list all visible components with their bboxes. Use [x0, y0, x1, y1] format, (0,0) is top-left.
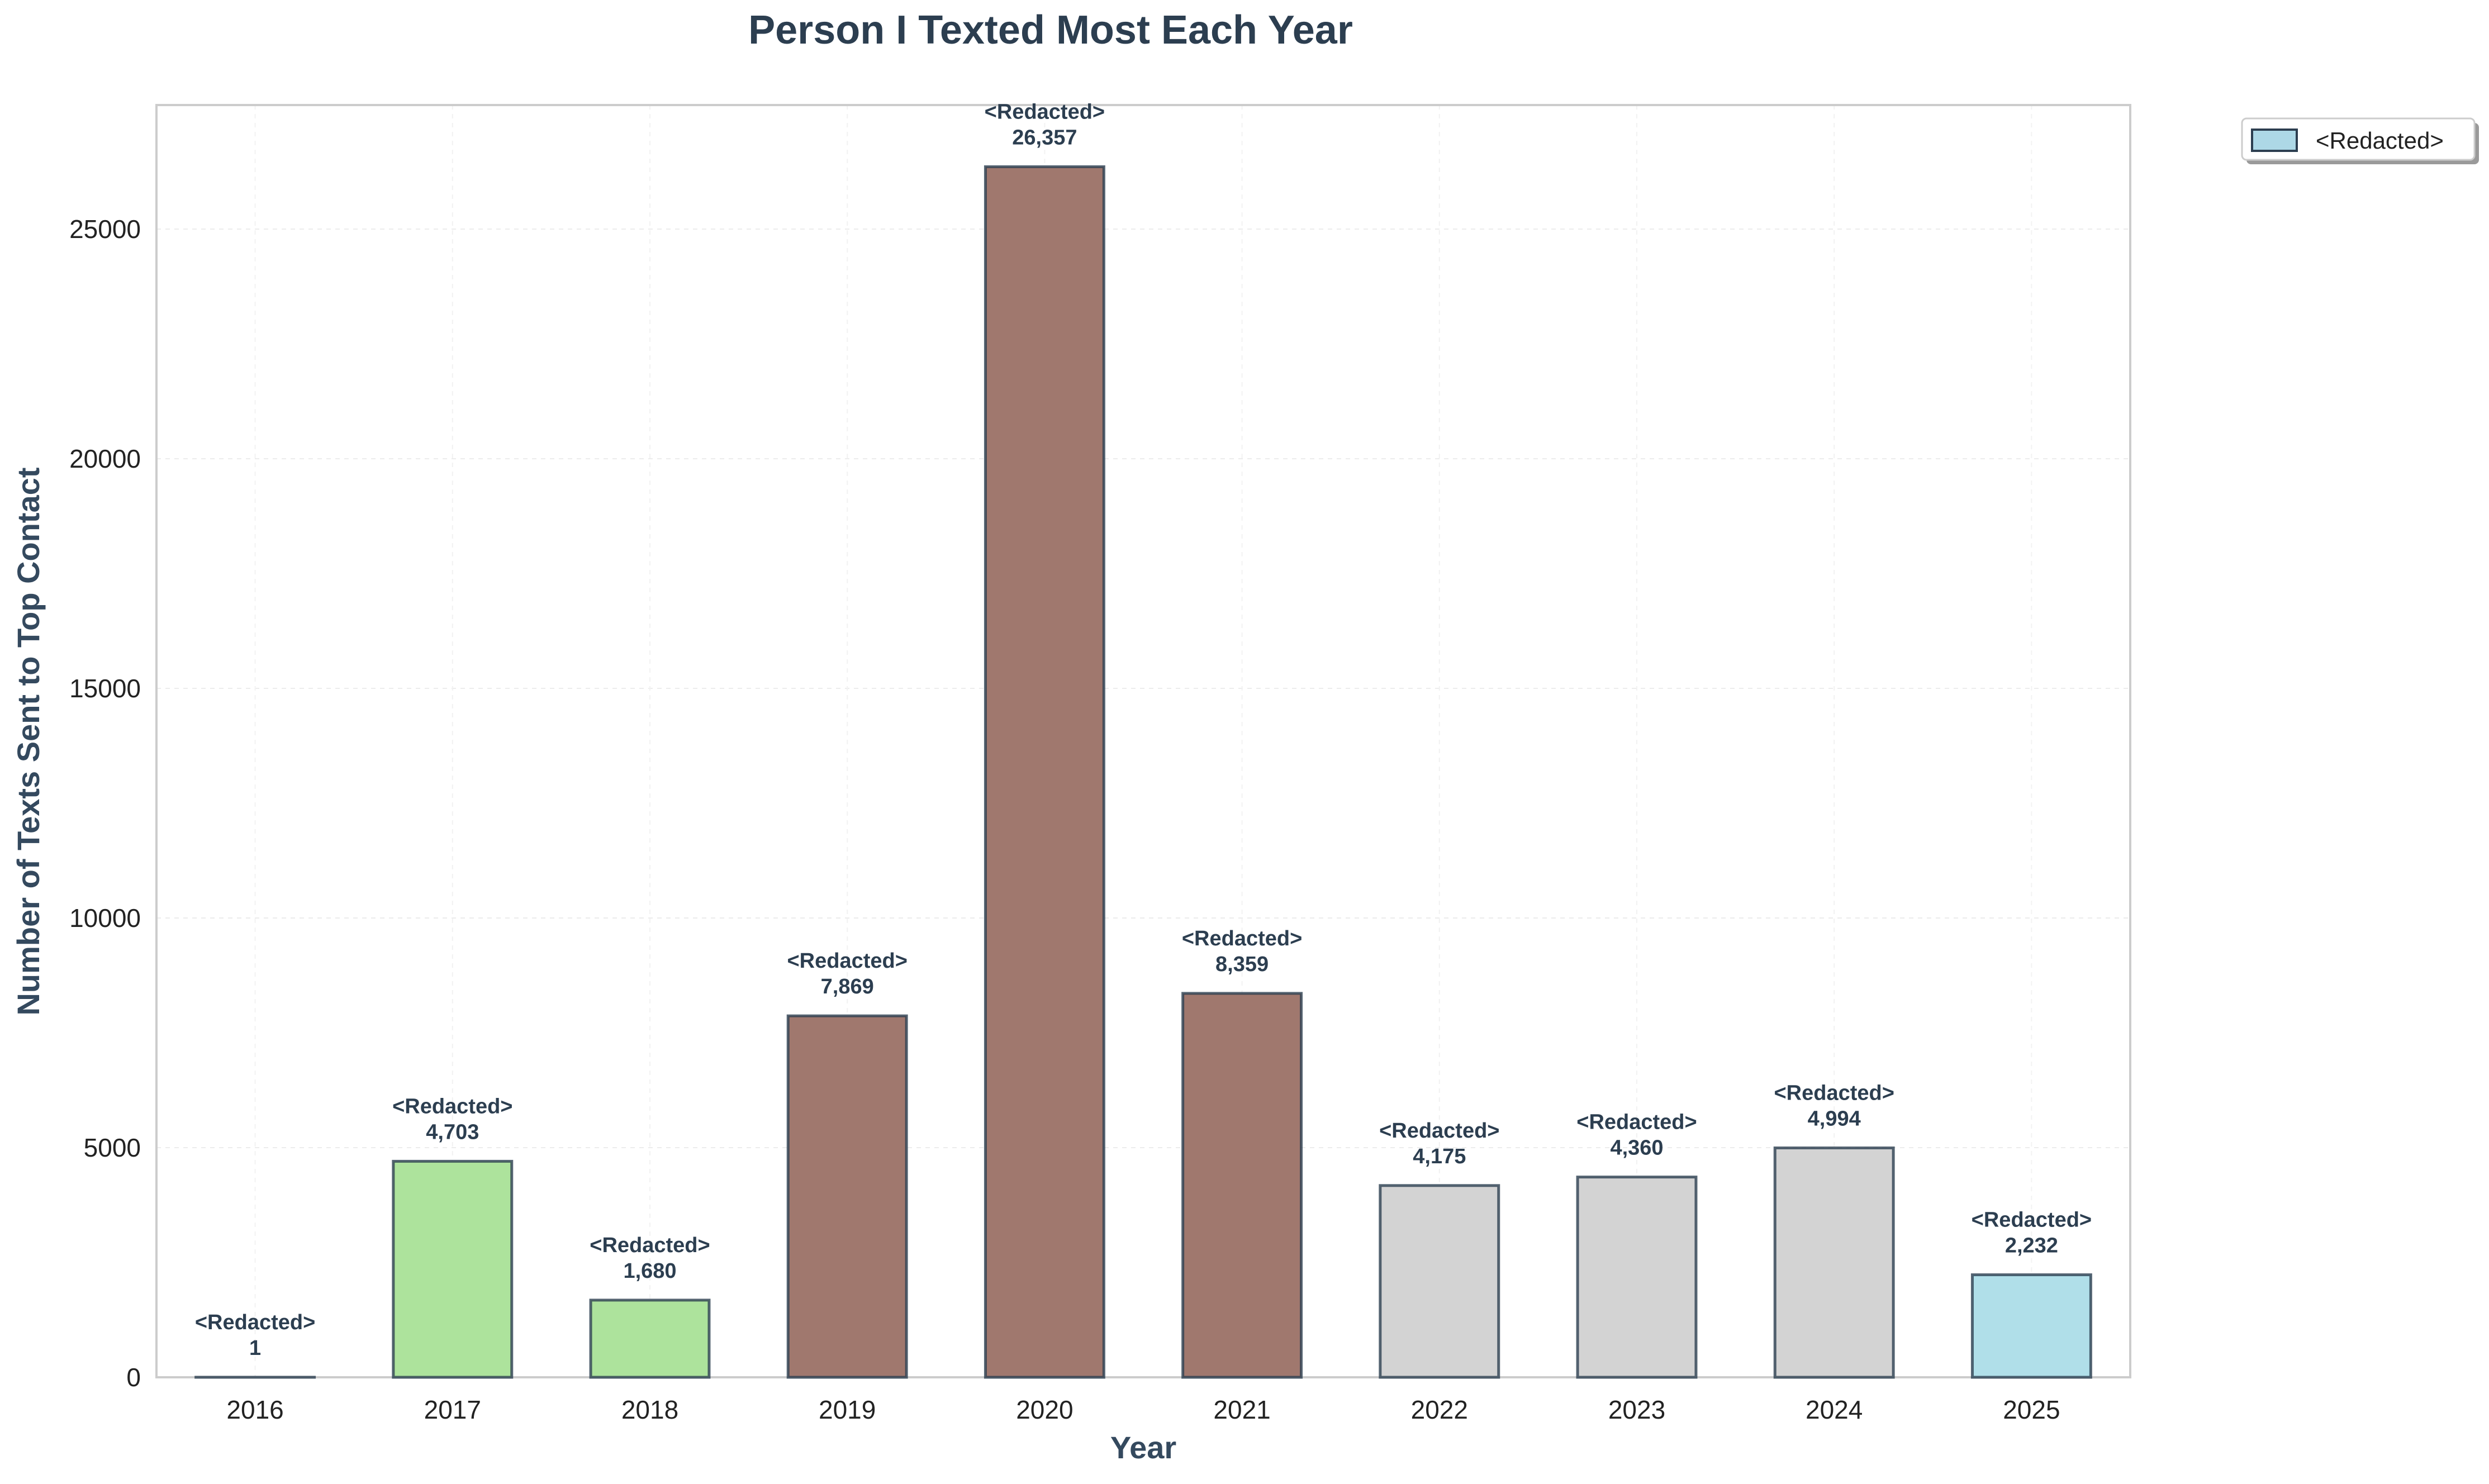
y-tick-label: 5000 [84, 1133, 141, 1162]
x-tick-label: 2020 [1016, 1395, 1073, 1424]
bar-name-label: <Redacted> [590, 1234, 710, 1257]
bar-2023 [1578, 1177, 1696, 1377]
bar-name-label: <Redacted> [195, 1311, 315, 1334]
y-tick-label: 15000 [69, 674, 141, 703]
y-tick-label: 20000 [69, 444, 141, 473]
bar-2019 [788, 1016, 906, 1377]
x-tick-label: 2025 [2003, 1395, 2060, 1424]
bar-name-label: <Redacted> [1182, 927, 1302, 950]
x-tick-label: 2018 [621, 1395, 678, 1424]
bar-2020 [985, 167, 1104, 1377]
bar-name-label: <Redacted> [392, 1095, 512, 1118]
bar-value-label: 1,680 [623, 1259, 676, 1283]
bar-name-label: <Redacted> [787, 949, 907, 973]
bar-name-label: <Redacted> [1379, 1119, 1499, 1143]
chart-title: Person I Texted Most Each Year [748, 8, 1353, 53]
bar-name-label: <Redacted> [985, 100, 1105, 123]
bar-value-label: 4,994 [1808, 1107, 1861, 1130]
bar-name-label: <Redacted> [1774, 1081, 1894, 1105]
bar-2021 [1183, 993, 1302, 1377]
bar-2022 [1380, 1186, 1499, 1377]
x-tick-label: 2021 [1213, 1395, 1270, 1424]
bar-name-label: <Redacted> [1576, 1111, 1697, 1134]
bar-value-label: 7,869 [821, 975, 874, 998]
y-axis-label: Number of Texts Sent to Top Contact [11, 467, 46, 1015]
legend-swatch [2252, 130, 2297, 151]
legend: <Redacted> [2242, 118, 2479, 164]
x-tick-label: 2016 [226, 1395, 283, 1424]
bar-2025 [1972, 1275, 2091, 1377]
legend-label: <Redacted> [2316, 127, 2444, 154]
bar-value-label: 4,360 [1610, 1136, 1663, 1160]
x-tick-label: 2022 [1411, 1395, 1468, 1424]
bar-2018 [591, 1300, 709, 1377]
x-tick-label: 2017 [424, 1395, 481, 1424]
bar-value-label: 4,703 [426, 1120, 479, 1144]
bar-value-label: 8,359 [1215, 953, 1269, 976]
bar-value-label: 4,175 [1413, 1145, 1466, 1168]
bar-name-label: <Redacted> [1972, 1209, 2092, 1232]
bar-value-label: 1 [249, 1336, 261, 1360]
bar-2017 [393, 1161, 512, 1377]
y-tick-label: 25000 [69, 215, 141, 244]
x-tick-label: 2023 [1608, 1395, 1665, 1424]
y-tick-label: 10000 [69, 903, 141, 933]
bar-2024 [1775, 1148, 1893, 1377]
bar-value-label: 2,232 [2005, 1234, 2058, 1258]
y-tick-label: 0 [126, 1363, 141, 1392]
x-axis-label: Year [1110, 1430, 1176, 1465]
x-tick-label: 2024 [1806, 1395, 1863, 1424]
bar-value-label: 26,357 [1012, 126, 1077, 149]
x-tick-label: 2019 [819, 1395, 876, 1424]
